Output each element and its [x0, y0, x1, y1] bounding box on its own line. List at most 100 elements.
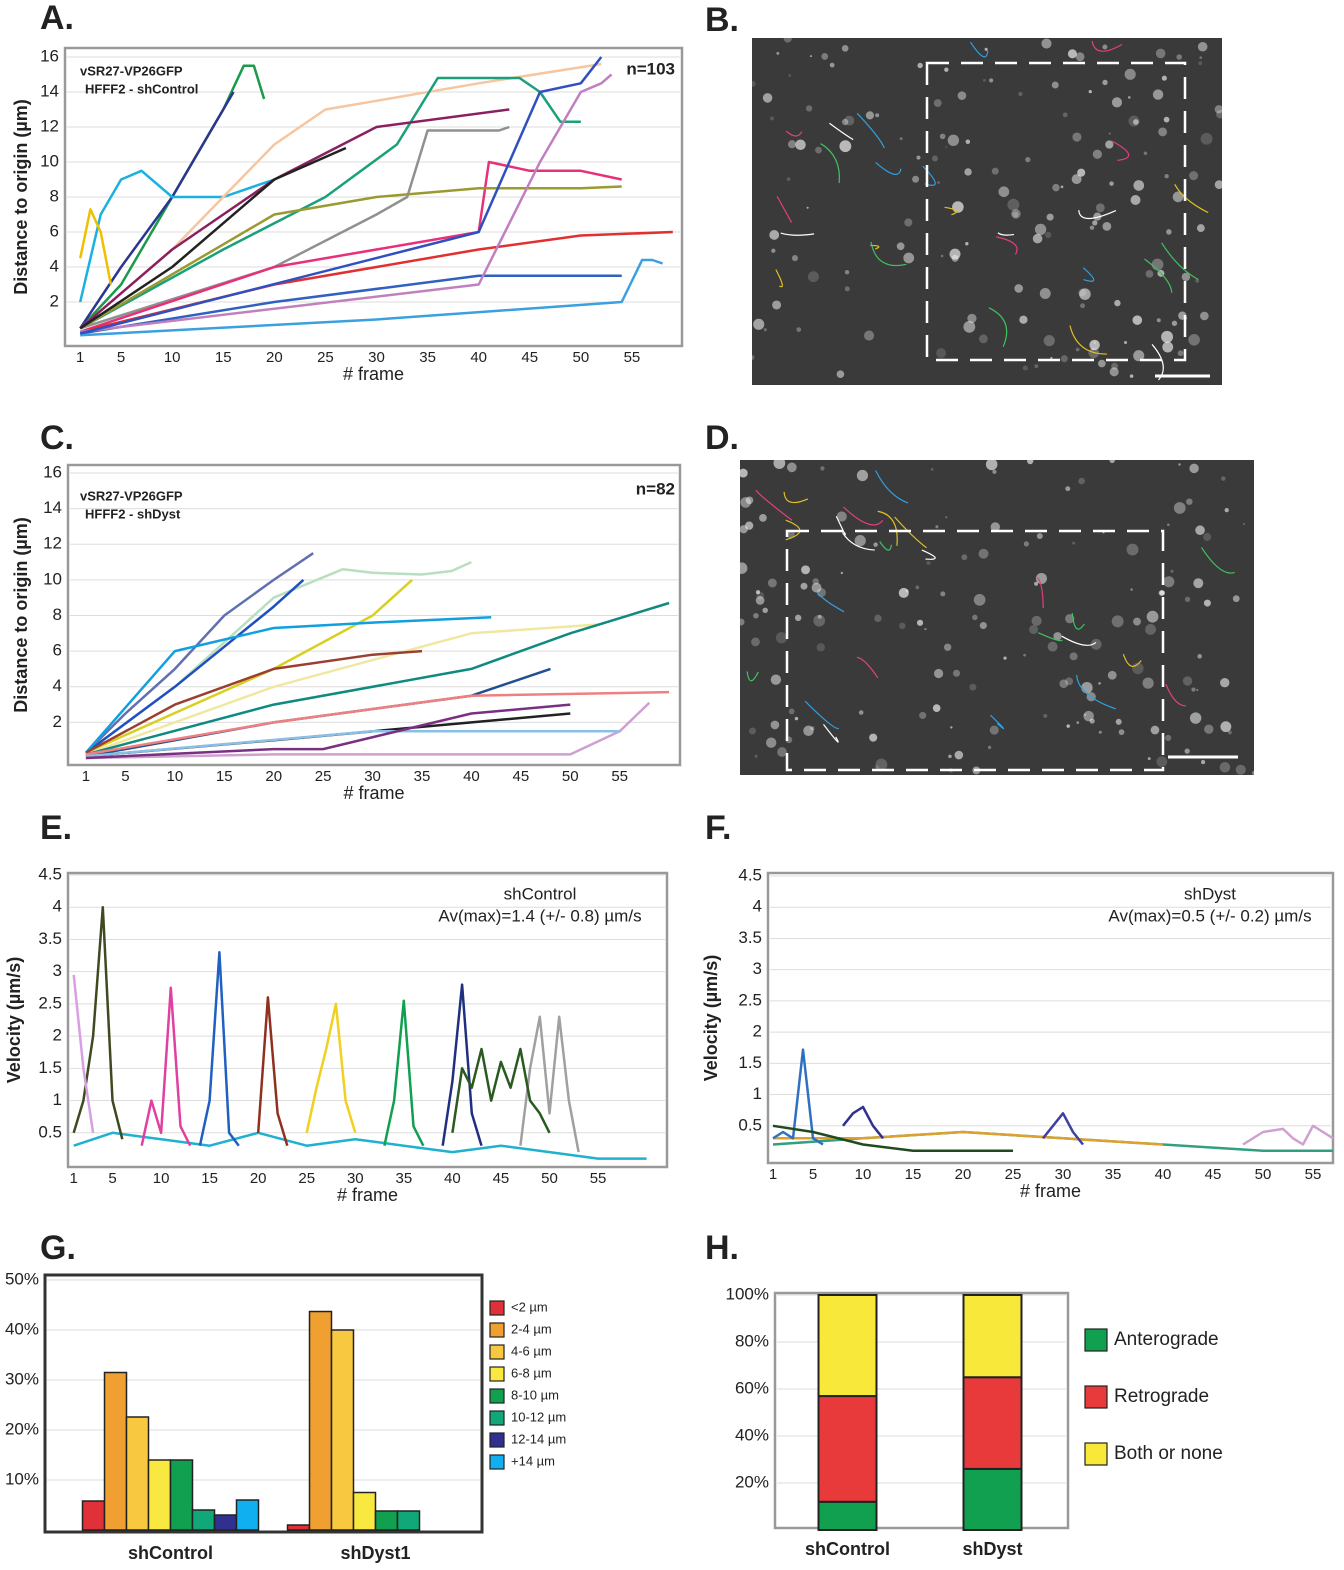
legend-swatch	[489, 1388, 505, 1404]
speck	[1220, 677, 1230, 688]
speck	[1184, 748, 1190, 754]
annotation: Av(max)=0.5 (+/- 0.2) µm/s	[1108, 906, 1311, 925]
track	[875, 470, 909, 504]
series-line	[305, 1002, 357, 1134]
bar-segment	[817, 1294, 878, 1398]
speck	[1198, 61, 1203, 66]
speck	[1053, 632, 1062, 641]
speck	[1105, 140, 1114, 149]
y-tick-label: 1.5	[738, 1053, 762, 1072]
speck	[916, 619, 924, 626]
speck	[810, 726, 815, 731]
bar	[191, 1509, 216, 1531]
series-line	[79, 160, 622, 333]
speck	[1163, 116, 1170, 123]
series-line	[140, 986, 192, 1147]
annotation: shDyst	[1184, 884, 1236, 903]
series-line	[451, 1047, 551, 1134]
speck	[949, 248, 961, 260]
track	[1082, 267, 1095, 282]
speck	[1214, 105, 1224, 114]
speck	[904, 218, 913, 227]
speck	[755, 596, 765, 605]
speck	[844, 115, 855, 126]
speck	[961, 554, 968, 561]
series-line	[79, 274, 622, 335]
bar	[103, 1371, 128, 1531]
x-tick-label: 25	[1005, 1166, 1022, 1183]
speck	[1032, 233, 1043, 244]
speck	[753, 318, 765, 330]
series-line	[85, 730, 620, 758]
track	[996, 236, 1018, 255]
speck	[1109, 181, 1114, 186]
series-line	[842, 1105, 884, 1140]
track	[1144, 258, 1173, 293]
speck	[786, 462, 797, 473]
speck	[1146, 610, 1159, 623]
speck	[919, 711, 927, 720]
speck	[1102, 79, 1108, 86]
speck	[840, 571, 844, 575]
bar	[147, 1459, 172, 1531]
y-tick-label: 0.5	[38, 1122, 62, 1141]
x-tick-label: 40	[470, 349, 487, 366]
x-tick-label: 25	[315, 768, 332, 785]
speck	[806, 206, 809, 209]
speck	[1111, 615, 1124, 628]
y-tick-label: 40%	[735, 1425, 769, 1444]
track	[1078, 210, 1117, 220]
track	[785, 130, 803, 137]
speck	[1034, 364, 1039, 369]
speck	[1176, 54, 1183, 60]
y-tick-label: 2	[53, 1026, 62, 1045]
y-tick-label: 12	[40, 116, 59, 135]
y-tick-label: 2	[753, 1022, 762, 1041]
micrograph	[752, 38, 1222, 385]
speck	[1181, 272, 1191, 282]
series-line	[85, 690, 670, 756]
speck	[1111, 362, 1118, 370]
track	[997, 232, 1015, 236]
speck	[1111, 97, 1123, 108]
y-tick-label: 1.5	[38, 1058, 62, 1077]
bar	[286, 1524, 311, 1531]
speck	[1214, 180, 1224, 190]
x-tick-label: 50	[541, 1170, 558, 1187]
track	[829, 122, 854, 141]
x-tick-label: shDyst1	[340, 1543, 410, 1563]
speck	[770, 116, 774, 121]
x-tick-label: 15	[216, 768, 233, 785]
speck	[1177, 350, 1184, 357]
speck	[744, 521, 754, 530]
x-tick-label: 15	[215, 349, 232, 366]
speck	[813, 614, 826, 627]
y-tick-label: 60%	[735, 1378, 769, 1397]
y-tick-label: 2	[50, 291, 59, 310]
speck	[1203, 599, 1211, 607]
track	[1036, 577, 1044, 609]
annotation: vSR27-VP26GFP	[80, 488, 183, 503]
speck	[1142, 677, 1154, 689]
speck	[1118, 729, 1125, 736]
x-axis-title: # frame	[343, 364, 404, 384]
series-line	[72, 974, 95, 1133]
y-tick-label: 4.5	[738, 865, 762, 884]
speck	[1219, 762, 1231, 773]
speck	[978, 334, 988, 344]
speck	[772, 300, 782, 310]
series-line	[198, 951, 240, 1147]
speck	[926, 560, 931, 565]
track	[875, 161, 902, 175]
x-tick-label: 25	[298, 1170, 315, 1187]
speck	[1039, 288, 1051, 299]
x-tick-label: shControl	[128, 1543, 213, 1563]
speck	[1197, 654, 1202, 659]
speck	[1115, 718, 1122, 725]
speck	[787, 140, 797, 149]
bar-segment	[962, 1376, 1023, 1470]
legend-swatch	[489, 1300, 505, 1316]
track	[835, 515, 847, 536]
series-line	[80, 73, 613, 334]
